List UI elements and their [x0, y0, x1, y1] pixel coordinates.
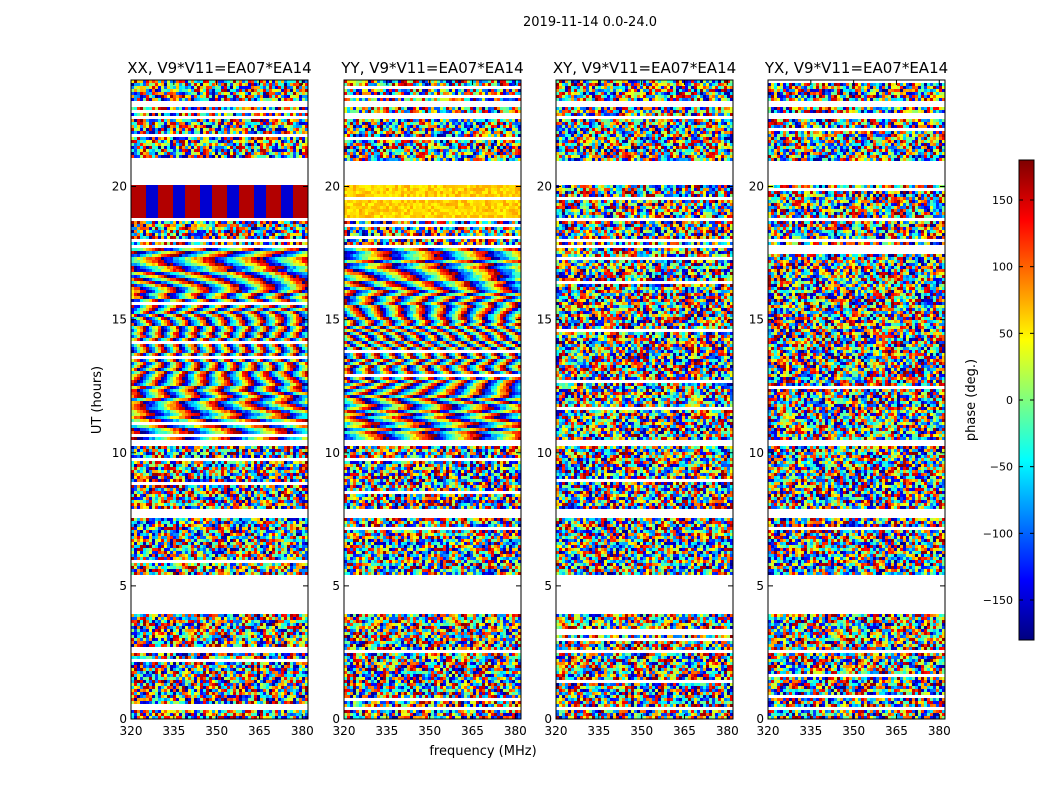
y-tick-label: 20 — [325, 180, 340, 194]
colorbar-tick-label: −50 — [990, 461, 1013, 474]
x-tick-label: 320 — [333, 724, 356, 738]
x-tick-label: 350 — [205, 724, 228, 738]
x-tick-label: 380 — [504, 724, 527, 738]
colorbar: 150 100 50 0 −50 −100 −150 — [983, 159, 1035, 641]
y-tick-label: 0 — [332, 712, 340, 726]
y-tick-label: 5 — [332, 579, 340, 593]
colorbar-tick-label: 150 — [992, 194, 1013, 207]
phase-image — [556, 80, 733, 719]
panel-title: YY, V9*V11=EA07*EA14 — [340, 59, 523, 77]
phase-image — [768, 80, 945, 719]
x-tick-label: 320 — [757, 724, 780, 738]
y-tick-label: 20 — [112, 180, 127, 194]
x-tick-label: 320 — [120, 724, 143, 738]
colorbar-tick-label: −100 — [983, 527, 1013, 540]
y-tick-label: 0 — [544, 712, 552, 726]
panel-title: XY, V9*V11=EA07*EA14 — [553, 59, 736, 77]
y-tick-label: 5 — [756, 579, 764, 593]
y-tick-label: 5 — [544, 579, 552, 593]
x-tick-label: 320 — [545, 724, 568, 738]
panel-xy: XY, V9*V11=EA07*EA14 320 335 350 365 380 0 5 10 1… — [537, 59, 739, 738]
x-tick-label: 380 — [928, 724, 951, 738]
panel-title: YX, V9*V11=EA07*EA14 — [764, 59, 948, 77]
panel-title: XX, V9*V11=EA07*EA14 — [127, 59, 311, 77]
x-tick-label: 335 — [162, 724, 185, 738]
phase-image — [131, 80, 308, 719]
y-tick-label: 10 — [112, 446, 127, 460]
y-tick-label: 10 — [537, 446, 552, 460]
y-tick-label: 0 — [119, 712, 127, 726]
colorbar-label: phase (deg.) — [964, 359, 979, 441]
axes-frame — [343, 79, 522, 720]
y-tick-label: 0 — [756, 712, 764, 726]
panel-yy: YY, V9*V11=EA07*EA14 320 335 350 365 380 0 5 10 1… — [325, 59, 527, 738]
x-tick-label: 335 — [799, 724, 822, 738]
y-tick-label: 10 — [749, 446, 764, 460]
x-tick-label: 380 — [291, 724, 314, 738]
y-axis-label: UT (hours) — [90, 366, 105, 434]
colorbar-tick-label: 100 — [992, 261, 1013, 274]
x-tick-label: 350 — [418, 724, 441, 738]
phase-image — [344, 80, 521, 719]
colorbar-tick-label: −150 — [983, 594, 1013, 607]
x-tick-label: 365 — [461, 724, 484, 738]
x-tick-label: 365 — [885, 724, 908, 738]
y-tick-label: 15 — [749, 313, 764, 327]
x-tick-label: 380 — [716, 724, 739, 738]
y-tick-label: 10 — [325, 446, 340, 460]
x-tick-label: 350 — [630, 724, 653, 738]
y-tick-label: 5 — [119, 579, 127, 593]
y-tick-label: 15 — [112, 313, 127, 327]
x-tick-label: 335 — [587, 724, 610, 738]
colorbar-tick-label: 0 — [1006, 394, 1013, 407]
x-tick-label: 365 — [248, 724, 271, 738]
panel-yx: YX, V9*V11=EA07*EA14 320 335 350 365 380 0 5 10 1… — [749, 59, 951, 738]
axes-frame — [130, 79, 309, 720]
x-tick-label: 335 — [375, 724, 398, 738]
panel-xx: XX, V9*V11=EA07*EA14 320 335 350 365 380 0 5 10 1… — [112, 59, 314, 738]
x-tick-label: 350 — [842, 724, 865, 738]
y-tick-label: 20 — [537, 180, 552, 194]
y-tick-label: 15 — [537, 313, 552, 327]
figure-suptitle: 2019-11-14 0.0-24.0 — [523, 15, 657, 30]
x-tick-label: 365 — [673, 724, 696, 738]
x-axis-label: frequency (MHz) — [429, 744, 536, 759]
y-tick-label: 20 — [749, 180, 764, 194]
colorbar-tick-label: 50 — [999, 327, 1013, 340]
axes-frame — [555, 79, 734, 720]
y-tick-label: 15 — [325, 313, 340, 327]
axes-frame — [767, 79, 946, 720]
